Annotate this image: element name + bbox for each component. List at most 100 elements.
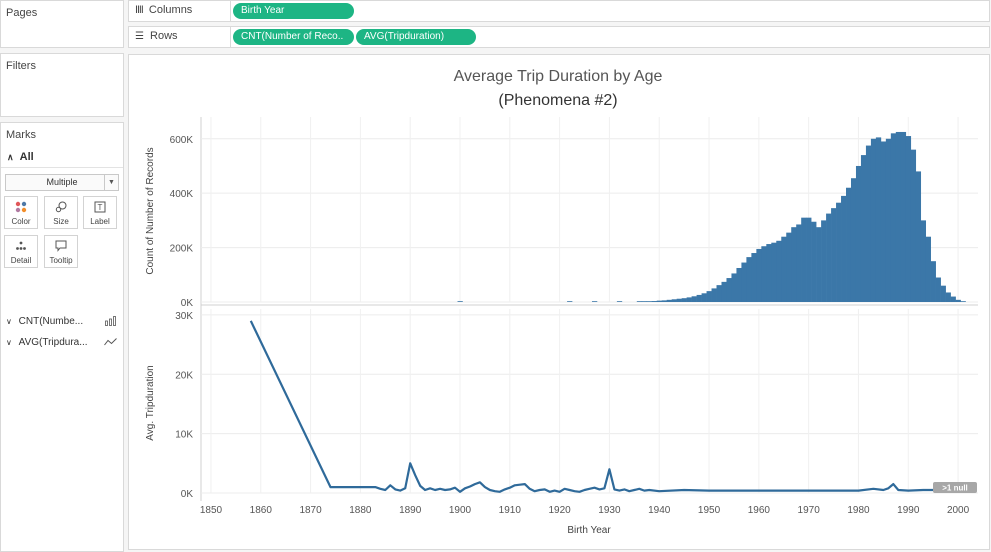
x-tick-label: 1850 [200, 505, 223, 516]
bar [641, 301, 648, 302]
y-tick-label: 600K [170, 135, 194, 146]
x-tick-label: 1880 [349, 505, 372, 516]
y-axis-label-count: Count of Number of Records [145, 147, 156, 274]
count-records-pill[interactable]: CNT(Number of Reco.. [233, 29, 354, 45]
bar [905, 136, 912, 302]
detail-button[interactable]: Detail [4, 235, 38, 268]
chevron-down-icon: ∨ [6, 338, 12, 347]
mark-type-value: Multiple [46, 177, 78, 187]
bar [636, 301, 643, 302]
marks-title: Marks [6, 129, 36, 141]
bar [736, 267, 742, 302]
bar [900, 131, 907, 302]
size-button[interactable]: Size [44, 196, 78, 229]
pages-card[interactable]: Pages [0, 0, 124, 48]
x-tick-label: 2000 [947, 505, 970, 516]
columns-shelf-title: ⅡⅡ Columns [135, 4, 192, 16]
bar [616, 301, 623, 302]
bar [950, 296, 956, 302]
bar [945, 292, 951, 302]
dropdown-arrow-icon: ▼ [104, 175, 118, 190]
size-icon [45, 201, 77, 217]
bar [591, 301, 598, 302]
bar [865, 145, 872, 302]
x-tick-label: 1970 [798, 505, 821, 516]
bar [806, 217, 812, 302]
y-tick-label: 0K [181, 489, 194, 500]
marks-all-toggle[interactable]: ∧ All [7, 151, 34, 163]
x-tick-label: 1940 [648, 505, 671, 516]
bar [850, 178, 857, 302]
measure-row-count-label: CNT(Numbe... [18, 316, 84, 327]
bar [821, 220, 827, 302]
bar [701, 293, 707, 302]
bar [786, 232, 792, 302]
null-indicator-badge[interactable] [933, 482, 977, 493]
filters-card[interactable]: Filters [0, 53, 124, 117]
bar [681, 298, 687, 302]
chevron-up-icon: ∧ [7, 152, 14, 162]
bar [651, 301, 658, 302]
line-series [249, 320, 964, 493]
avg-tripduration-pill[interactable]: AVG(Tripduration) [356, 29, 476, 45]
bar [746, 257, 752, 302]
bar [910, 149, 917, 302]
detail-label: Detail [10, 256, 32, 265]
bar [885, 138, 892, 302]
color-label: Color [11, 217, 31, 226]
y-tick-label: 200K [170, 244, 194, 255]
birth-year-pill[interactable]: Birth Year [233, 3, 354, 19]
x-axis-ticks: 1850 1860 1870 1880 1890 1900 1910 1920 1930 1940… [200, 505, 970, 516]
bar [960, 301, 966, 302]
bar [940, 285, 946, 302]
bar [796, 224, 802, 302]
bar [766, 244, 772, 302]
bar [925, 236, 931, 302]
color-button[interactable]: Color [4, 196, 38, 229]
tooltip-label: Tooltip [49, 256, 73, 265]
label-button[interactable]: T Label [83, 196, 117, 229]
bar [716, 285, 722, 302]
measure-row-avg[interactable]: ∨ AVG(Tripdura... [6, 337, 88, 348]
bar [656, 300, 663, 302]
x-tick-label: 1950 [698, 505, 721, 516]
bar [920, 220, 927, 302]
bar [860, 155, 867, 302]
shelf-divider [230, 27, 231, 47]
divider [1, 167, 123, 168]
color-dots-icon [5, 201, 37, 217]
bar [801, 217, 807, 302]
x-tick-label: 1870 [299, 505, 322, 516]
bar [836, 202, 842, 302]
bar [706, 291, 712, 302]
detail-icon [5, 240, 37, 256]
measure-row-count[interactable]: ∨ CNT(Numbe... [6, 316, 83, 327]
x-tick-label: 1900 [449, 505, 472, 516]
bar [751, 253, 757, 302]
bar [880, 141, 887, 302]
bar [875, 137, 882, 302]
columns-icon: ⅡⅡ [135, 5, 144, 16]
bar [726, 278, 732, 302]
marks-card: Marks ∧ All Multiple ▼ Color Size T Lab [0, 122, 124, 552]
bar [761, 246, 767, 302]
rows-shelf[interactable]: ☰ Rows CNT(Number of Reco.. AVG(Tripdura… [128, 26, 990, 48]
y-tick-label: 30K [175, 311, 193, 322]
line-chart-icon [104, 337, 117, 349]
bar [676, 298, 682, 302]
x-tick-label: 1980 [847, 505, 870, 516]
bar [671, 299, 677, 302]
mark-type-dropdown[interactable]: Multiple ▼ [5, 174, 119, 191]
bar [686, 297, 692, 302]
bar [930, 261, 936, 302]
y-tick-label: 400K [170, 189, 194, 200]
tooltip-button[interactable]: Tooltip [44, 235, 78, 268]
bar [855, 165, 862, 302]
null-indicator-text: >1 null [942, 484, 968, 493]
y-tick-label: 10K [175, 430, 193, 441]
viz-area: Average Trip Duration by Age (Phenomena … [128, 54, 990, 550]
bar [870, 138, 877, 302]
columns-shelf[interactable]: ⅡⅡ Columns Birth Year [128, 0, 990, 22]
y-tick-label: 0K [181, 298, 194, 309]
columns-label: Columns [148, 4, 193, 16]
